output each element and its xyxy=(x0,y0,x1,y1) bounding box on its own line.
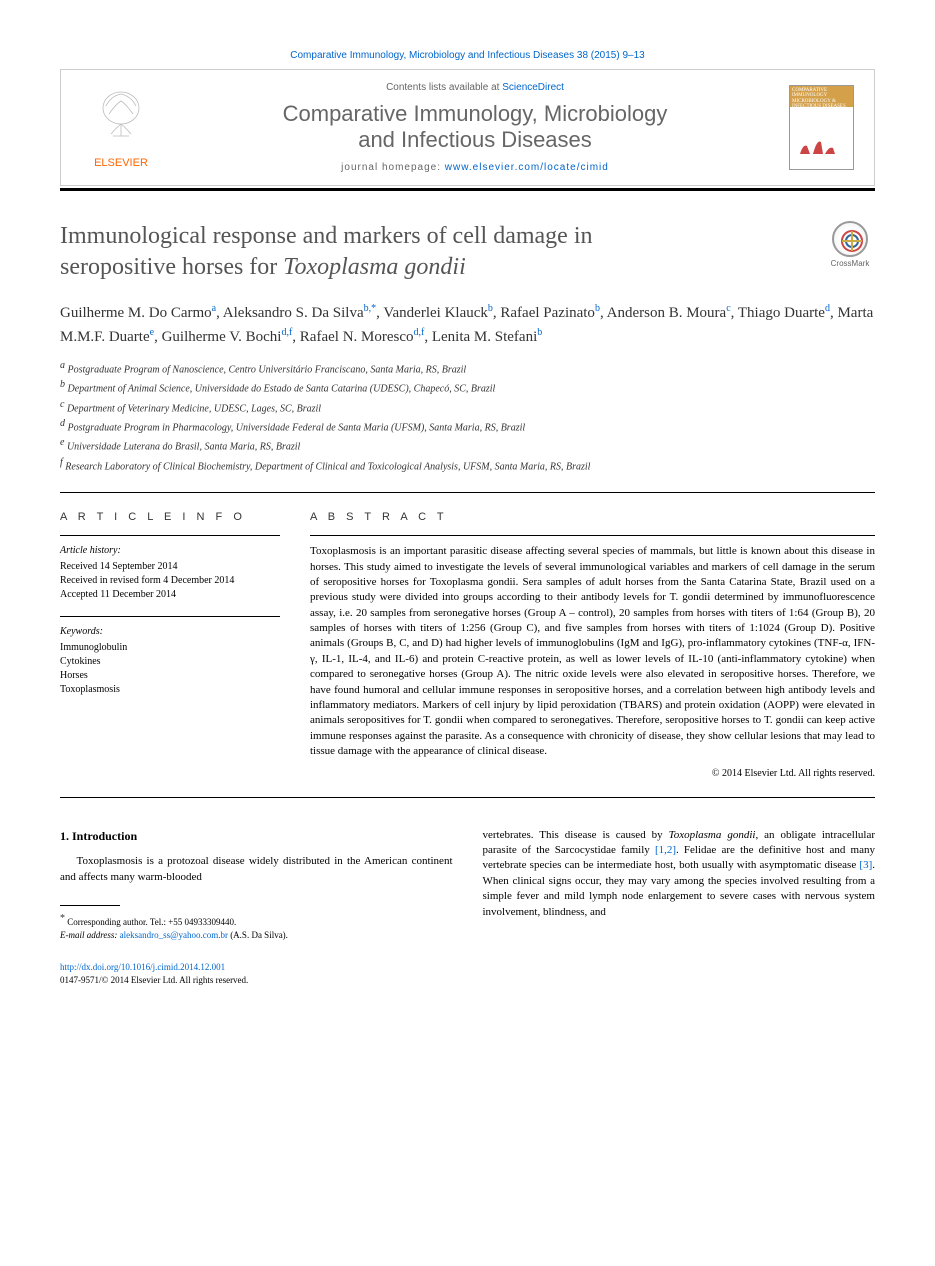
journal-name: Comparative Immunology, Microbiology and… xyxy=(161,101,789,154)
article-info-heading: a r t i c l e i n f o xyxy=(60,511,280,523)
publisher-name: ELSEVIER xyxy=(81,157,161,169)
keyword-3: Horses xyxy=(60,669,280,683)
abstract-divider xyxy=(310,535,875,536)
affiliation-a: Postgraduate Program of Nanoscience, Cen… xyxy=(68,364,467,375)
info-divider-1 xyxy=(60,535,280,536)
issn-copyright: 0147-9571/© 2014 Elsevier Ltd. All right… xyxy=(60,975,248,985)
cover-thumb-title: COMPARATIVE IMMUNOLOGY MICROBIOLOGY & IN… xyxy=(792,88,851,110)
title-line2a: seropositive horses for xyxy=(60,254,283,280)
body-column-left: 1. Introduction Toxoplasmosis is a proto… xyxy=(60,828,453,987)
crossmark-label: CrossMark xyxy=(831,259,870,268)
keyword-1: Immunoglobulin xyxy=(60,641,280,655)
intro-para-1-cont: vertebrates. This disease is caused by T… xyxy=(483,828,876,920)
author-10: Lenita M. Stefani xyxy=(432,329,537,345)
author-7-aff[interactable]: e xyxy=(150,327,154,338)
header-citation: Comparative Immunology, Microbiology and… xyxy=(60,50,875,61)
abstract-heading: a b s t r a c t xyxy=(310,511,875,523)
homepage-line: journal homepage: www.elsevier.com/locat… xyxy=(161,162,789,173)
affiliation-b: Department of Animal Science, Universida… xyxy=(68,384,496,395)
keyword-4: Toxoplasmosis xyxy=(60,683,280,697)
title-line1: Immunological response and markers of ce… xyxy=(60,223,593,249)
corr-email-link[interactable]: aleksandro_ss@yahoo.com.br xyxy=(120,930,228,940)
section-num: 1. xyxy=(60,829,69,843)
abstract-column: a b s t r a c t Toxoplasmosis is an impo… xyxy=(310,511,875,778)
author-2-aff[interactable]: b, xyxy=(364,303,372,314)
author-1-aff[interactable]: a xyxy=(212,303,216,314)
body-text-a: vertebrates. This disease is caused by xyxy=(483,829,669,841)
author-5: Anderson B. Moura xyxy=(607,305,727,321)
doi-block: http://dx.doi.org/10.1016/j.cimid.2014.1… xyxy=(60,961,453,986)
affiliation-c: Department of Veterinary Medicine, UDESC… xyxy=(67,403,321,414)
author-8: Guilherme V. Bochi xyxy=(162,329,282,345)
info-divider-2 xyxy=(60,616,280,617)
journal-name-l2: and Infectious Diseases xyxy=(358,127,592,152)
section-title: Introduction xyxy=(72,829,137,843)
affiliation-f: Research Laboratory of Clinical Biochemi… xyxy=(65,461,590,472)
author-6-aff[interactable]: d xyxy=(825,303,830,314)
title-line2b-italic: Toxoplasma gondii xyxy=(283,254,465,280)
divider-1 xyxy=(60,492,875,493)
journal-name-l1: Comparative Immunology, Microbiology xyxy=(283,101,668,126)
ref-link-3[interactable]: [3] xyxy=(859,859,872,871)
email-label: E-mail address: xyxy=(60,930,117,940)
header-divider-bar xyxy=(60,188,875,191)
abstract-text: Toxoplasmosis is an important parasitic … xyxy=(310,544,875,759)
author-8-aff[interactable]: d,f xyxy=(281,327,292,338)
intro-para-1: Toxoplasmosis is a protozoal disease wid… xyxy=(60,854,453,885)
footnote-divider xyxy=(60,905,120,906)
article-info-column: a r t i c l e i n f o Article history: R… xyxy=(60,511,280,778)
author-2-corr[interactable]: * xyxy=(371,303,376,314)
ref-link-1-2[interactable]: [1,2] xyxy=(655,844,676,856)
history-revised: Received in revised form 4 December 2014 xyxy=(60,574,280,588)
author-4-aff[interactable]: b xyxy=(595,303,600,314)
journal-cover-thumbnail: COMPARATIVE IMMUNOLOGY MICROBIOLOGY & IN… xyxy=(789,85,854,170)
crossmark-icon xyxy=(832,221,868,257)
contents-prefix: Contents lists available at xyxy=(386,82,502,93)
divider-2 xyxy=(60,797,875,798)
keywords-heading: Keywords: xyxy=(60,625,280,639)
section-1-heading: 1. Introduction xyxy=(60,828,453,845)
sciencedirect-link[interactable]: ScienceDirect xyxy=(502,82,564,93)
corr-email-who: (A.S. Da Silva). xyxy=(230,930,288,940)
author-3: Vanderlei Klauck xyxy=(383,305,488,321)
affiliation-d: Postgraduate Program in Pharmacology, Un… xyxy=(68,422,526,433)
author-6: Thiago Duarte xyxy=(738,305,825,321)
history-accepted: Accepted 11 December 2014 xyxy=(60,588,280,602)
doi-link[interactable]: http://dx.doi.org/10.1016/j.cimid.2014.1… xyxy=(60,962,225,972)
body-text-italic: Toxoplasma gondii xyxy=(669,829,756,841)
journal-header-box: ELSEVIER Contents lists available at Sci… xyxy=(60,69,875,186)
body-column-right: vertebrates. This disease is caused by T… xyxy=(483,828,876,987)
author-4: Rafael Pazinato xyxy=(500,305,595,321)
corr-author-text: Corresponding author. Tel.: +55 04933309… xyxy=(67,917,236,927)
history-received: Received 14 September 2014 xyxy=(60,560,280,574)
history-heading: Article history: xyxy=(60,544,280,558)
author-9-aff[interactable]: d,f xyxy=(414,327,425,338)
authors-list: Guilherme M. Do Carmoa, Aleksandro S. Da… xyxy=(60,301,875,348)
author-3-aff[interactable]: b xyxy=(488,303,493,314)
author-5-aff[interactable]: c xyxy=(726,303,730,314)
publisher-logo: ELSEVIER xyxy=(81,86,161,169)
homepage-link[interactable]: www.elsevier.com/locate/cimid xyxy=(445,162,609,173)
contents-available: Contents lists available at ScienceDirec… xyxy=(161,82,789,93)
author-10-aff[interactable]: b xyxy=(537,327,542,338)
keyword-2: Cytokines xyxy=(60,655,280,669)
article-title: Immunological response and markers of ce… xyxy=(60,221,825,283)
abstract-copyright: © 2014 Elsevier Ltd. All rights reserved… xyxy=(310,768,875,779)
author-9: Rafael N. Moresco xyxy=(300,329,414,345)
crossmark-badge[interactable]: CrossMark xyxy=(825,221,875,268)
author-1: Guilherme M. Do Carmo xyxy=(60,305,212,321)
affiliations: a Postgraduate Program of Nanoscience, C… xyxy=(60,358,875,474)
corresponding-footnote: * Corresponding author. Tel.: +55 049333… xyxy=(60,912,453,941)
author-2: Aleksandro S. Da Silva xyxy=(223,305,364,321)
homepage-prefix: journal homepage: xyxy=(341,162,445,173)
affiliation-e: Universidade Luterana do Brasil, Santa M… xyxy=(67,442,300,453)
elsevier-tree-icon xyxy=(81,86,161,153)
